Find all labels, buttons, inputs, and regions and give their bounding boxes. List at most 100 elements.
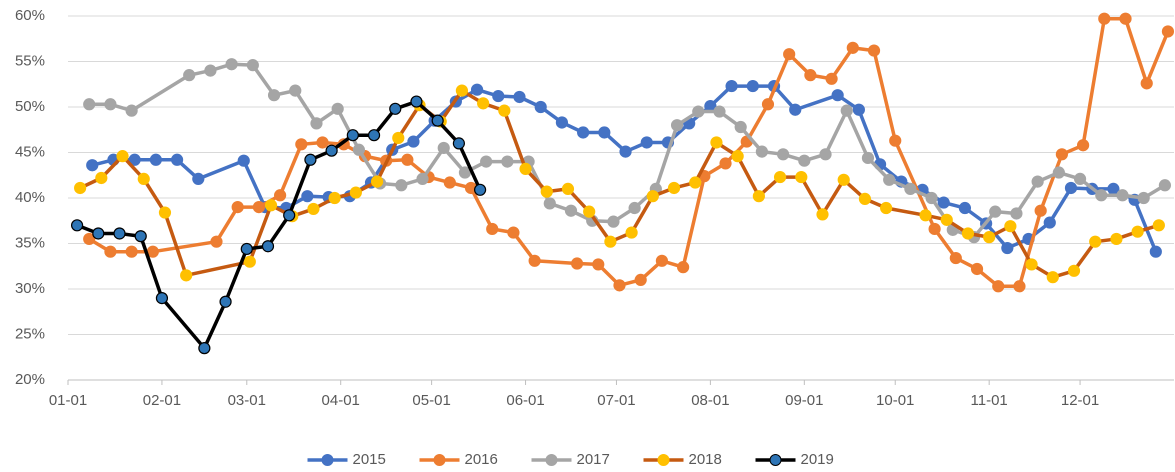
- point: [1046, 271, 1059, 284]
- y-tick-label: 35%: [15, 234, 45, 251]
- point: [410, 95, 423, 108]
- point: [628, 201, 641, 215]
- x-tick-label: 01-01: [49, 392, 87, 409]
- point: [246, 59, 259, 72]
- series-line: [76, 99, 482, 350]
- point: [777, 148, 790, 161]
- point: [128, 153, 141, 166]
- point: [95, 171, 108, 185]
- point: [204, 64, 217, 77]
- point: [401, 153, 414, 166]
- point: [267, 89, 281, 102]
- point: [486, 222, 499, 236]
- point: [604, 235, 617, 248]
- point: [619, 145, 632, 158]
- x-tick-label: 07-01: [597, 392, 635, 409]
- series-line: [91, 84, 1158, 253]
- point: [452, 137, 465, 150]
- point: [1031, 175, 1044, 188]
- y-tick-label: 45%: [15, 143, 45, 160]
- point: [455, 84, 469, 97]
- point: [1161, 25, 1175, 38]
- point: [725, 79, 738, 93]
- point: [798, 154, 811, 167]
- point: [1119, 12, 1132, 25]
- point: [919, 209, 932, 222]
- point: [261, 240, 275, 253]
- x-tick-label: 11-01: [971, 392, 1008, 409]
- point: [755, 145, 769, 158]
- point: [564, 204, 578, 217]
- point: [983, 231, 996, 244]
- point: [519, 162, 532, 175]
- point: [431, 114, 444, 127]
- legend-label: 2015: [353, 451, 386, 468]
- point: [961, 227, 975, 240]
- point: [1010, 207, 1023, 220]
- point: [1089, 235, 1102, 248]
- legend-marker: [321, 454, 334, 466]
- point: [1004, 220, 1017, 233]
- point: [498, 104, 511, 117]
- point: [116, 150, 129, 163]
- point: [837, 173, 850, 186]
- point: [783, 48, 796, 61]
- point: [889, 134, 902, 147]
- point: [346, 129, 359, 142]
- point: [86, 159, 99, 172]
- point: [83, 232, 96, 246]
- point: [677, 261, 690, 274]
- point: [473, 183, 487, 196]
- point: [640, 136, 653, 149]
- point: [852, 103, 865, 116]
- point: [598, 126, 611, 139]
- point: [949, 251, 962, 265]
- point: [1098, 12, 1111, 25]
- point: [555, 116, 569, 129]
- point: [392, 131, 405, 145]
- point: [274, 189, 287, 202]
- point: [389, 102, 402, 115]
- legend-marker: [545, 454, 558, 466]
- point: [607, 215, 620, 228]
- point: [634, 273, 647, 286]
- y-tick-label: 25%: [15, 325, 45, 342]
- point: [307, 202, 320, 216]
- legend-label: 2017: [577, 451, 610, 468]
- point: [283, 209, 296, 222]
- point: [310, 117, 323, 130]
- point: [349, 186, 362, 199]
- point: [561, 182, 575, 195]
- point: [1043, 216, 1056, 229]
- point: [731, 150, 744, 163]
- point: [70, 219, 84, 232]
- point: [137, 172, 150, 185]
- point: [773, 170, 787, 184]
- x-tick-label: 10-01: [876, 392, 914, 409]
- point: [289, 84, 302, 97]
- point: [840, 104, 853, 117]
- point: [407, 135, 420, 148]
- point: [134, 230, 147, 243]
- point: [180, 269, 193, 282]
- point: [928, 222, 941, 236]
- point: [937, 196, 950, 209]
- point: [416, 172, 429, 185]
- point: [125, 245, 138, 258]
- point: [1055, 148, 1068, 161]
- x-tick-label: 02-01: [143, 392, 181, 409]
- point: [328, 191, 341, 205]
- point: [1158, 179, 1172, 192]
- point: [1013, 280, 1026, 293]
- point: [480, 155, 493, 168]
- point: [880, 201, 893, 215]
- point: [443, 176, 456, 189]
- point: [1095, 189, 1108, 202]
- point: [170, 153, 184, 166]
- point: [795, 170, 808, 184]
- legend-label: 2018: [689, 451, 722, 468]
- point: [492, 89, 505, 103]
- point: [1052, 166, 1065, 179]
- point: [1001, 241, 1014, 255]
